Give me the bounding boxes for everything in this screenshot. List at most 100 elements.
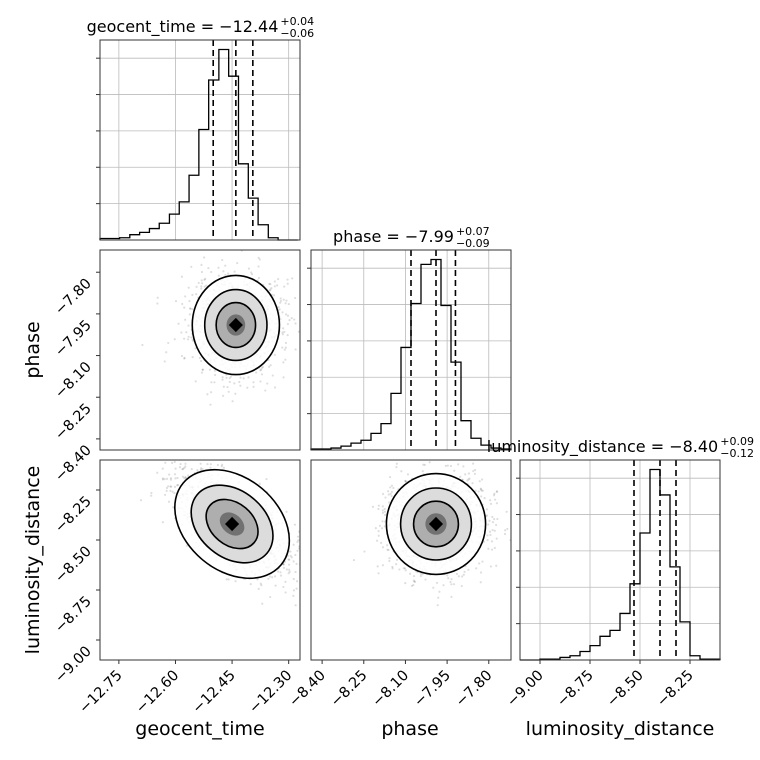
sample-point — [174, 477, 177, 480]
sample-point — [380, 541, 383, 544]
sample-point — [193, 454, 195, 456]
sample-point — [386, 490, 390, 493]
sample-point — [464, 473, 467, 476]
sample-point — [200, 467, 203, 470]
sample-point — [183, 477, 186, 480]
sample-point — [288, 570, 291, 573]
density-peak-marker — [228, 317, 243, 333]
sample-point — [421, 432, 423, 434]
sample-point — [302, 350, 304, 352]
y-axis-label-phase: phase — [22, 321, 44, 378]
sample-point — [381, 546, 385, 549]
sample-point — [306, 333, 308, 335]
sample-point — [200, 285, 203, 288]
sample-point — [209, 403, 212, 406]
sample-point — [216, 463, 220, 467]
sample-point — [435, 581, 439, 585]
sample-point — [436, 604, 439, 607]
sample-point — [285, 568, 289, 571]
sample-point — [376, 565, 379, 568]
sample-point — [167, 341, 170, 345]
sample-point — [227, 578, 230, 581]
sample-point — [279, 299, 283, 303]
sample-point — [187, 474, 190, 477]
x-tick-label: −8.50 — [604, 668, 647, 711]
sample-point — [200, 287, 203, 290]
sample-point — [281, 333, 284, 336]
sample-point — [301, 569, 303, 571]
sample-point — [495, 564, 498, 567]
sample-point — [282, 376, 285, 379]
sample-point — [201, 282, 204, 285]
sample-point — [191, 356, 194, 359]
sample-point — [390, 494, 393, 498]
sample-point — [493, 546, 496, 550]
sample-point — [217, 274, 220, 277]
sample-point — [284, 341, 288, 345]
sample-point — [167, 485, 170, 488]
sample-point — [285, 299, 288, 302]
sample-point — [479, 581, 482, 584]
sample-point — [227, 272, 230, 275]
sample-point — [268, 282, 271, 285]
sample-point — [380, 527, 384, 530]
sample-point — [296, 549, 299, 552]
sample-point — [400, 470, 403, 473]
sample-point — [490, 540, 494, 543]
sample-point — [424, 578, 427, 581]
sample-point — [258, 482, 261, 485]
sample-point — [450, 583, 453, 586]
sample-point — [199, 468, 202, 471]
x-tick-label: −8.75 — [554, 668, 597, 711]
sample-point — [390, 490, 394, 493]
hist-frame — [519, 459, 721, 661]
sample-point — [195, 293, 198, 296]
sample-point — [269, 364, 272, 367]
sample-point — [161, 478, 165, 481]
sample-point — [389, 486, 392, 489]
sample-point — [269, 283, 272, 286]
sample-point — [201, 241, 203, 243]
sample-point — [284, 580, 287, 584]
sample-point — [283, 285, 286, 288]
sample-point — [294, 296, 297, 300]
sample-point — [170, 485, 173, 488]
hist-frame — [99, 39, 301, 241]
sample-point — [423, 463, 426, 466]
sample-point — [404, 569, 407, 572]
sample-point — [467, 472, 471, 475]
sample-point — [273, 285, 276, 288]
sample-point — [181, 302, 184, 306]
sample-point — [268, 365, 271, 368]
sample-point — [183, 466, 186, 469]
x-tick-label: −9.00 — [504, 668, 547, 711]
sample-point — [381, 564, 384, 567]
sample-point — [282, 298, 285, 301]
sample-point — [184, 465, 187, 468]
sample-point — [453, 469, 456, 472]
sample-point — [462, 465, 465, 468]
sample-point — [164, 493, 167, 496]
sample-point — [201, 368, 204, 371]
sample-point — [233, 382, 236, 385]
sample-point — [198, 356, 201, 360]
sample-point — [452, 583, 456, 586]
sample-point — [286, 314, 290, 317]
sample-point — [170, 461, 174, 464]
sample-point — [422, 463, 425, 466]
sample-point — [184, 476, 187, 479]
sample-point — [239, 376, 242, 379]
sample-point — [437, 596, 440, 599]
sample-point — [296, 540, 299, 543]
sample-point — [209, 456, 211, 458]
sample-point — [383, 513, 387, 517]
title-text: geocent_time = −12.44 — [87, 17, 279, 37]
sample-point — [188, 300, 191, 303]
sample-point — [183, 357, 186, 360]
sample-point — [256, 578, 259, 581]
sample-point — [505, 510, 508, 513]
sample-point — [277, 306, 280, 309]
sample-point — [296, 535, 300, 538]
sample-point — [203, 278, 206, 281]
